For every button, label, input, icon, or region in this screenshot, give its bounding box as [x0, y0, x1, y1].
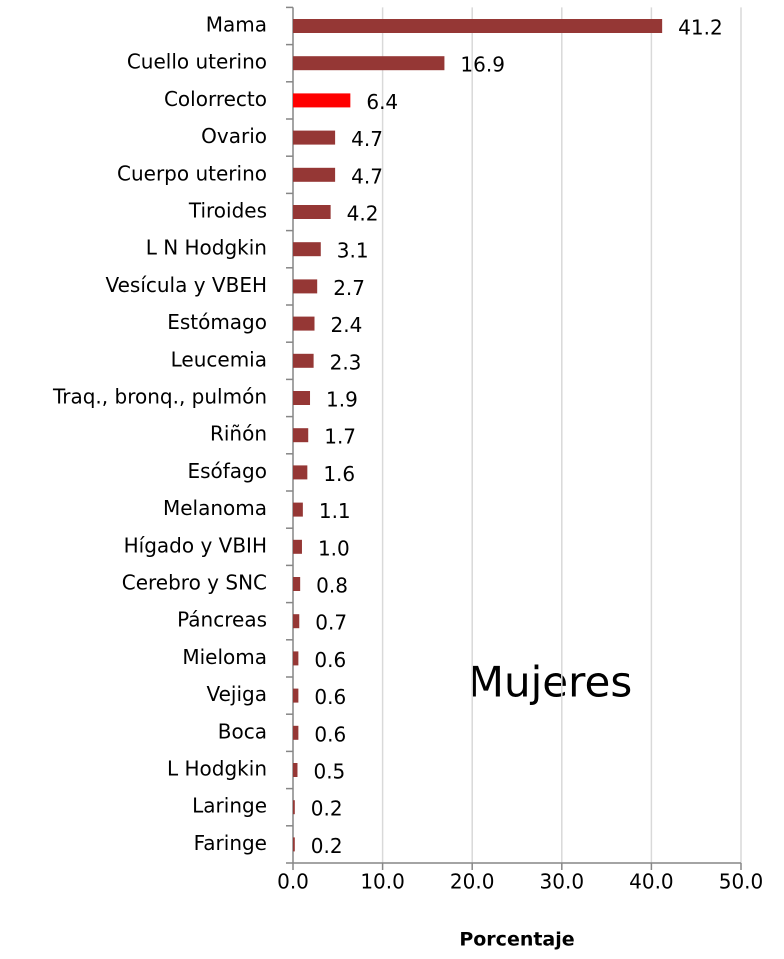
y-tick-label: Riñón: [210, 422, 267, 446]
value-label: 0.6: [314, 648, 346, 672]
bar: [293, 205, 331, 219]
y-tick-label: Laringe: [192, 794, 267, 818]
value-label: 2.7: [333, 276, 365, 300]
y-tick-label: Ovario: [201, 124, 267, 148]
x-tick-label: 50.0: [719, 870, 764, 894]
bar: [293, 279, 318, 294]
y-tick-label: Esófago: [187, 459, 267, 483]
y-tick-label: Traq., bronq., pulmón: [52, 385, 267, 409]
bar: [293, 19, 663, 33]
bar: [293, 465, 308, 480]
y-tick-label: Cuerpo uterino: [117, 161, 267, 185]
value-label: 16.9: [460, 53, 505, 77]
bar: [293, 391, 311, 405]
y-tick-label: Melanoma: [163, 496, 267, 520]
value-label: 0.5: [313, 760, 345, 784]
bar: [293, 688, 299, 703]
value-label: 4.7: [351, 164, 383, 188]
value-label: 3.1: [337, 239, 369, 263]
value-label: 1.6: [323, 462, 355, 486]
value-label: 0.2: [311, 834, 343, 858]
value-label: 1.0: [318, 536, 350, 560]
value-label: 0.7: [315, 611, 347, 635]
bar: [293, 130, 336, 145]
value-label: 1.1: [319, 499, 351, 523]
bar: [293, 651, 299, 666]
y-tick-label: Colorrecto: [164, 87, 267, 111]
bar: [293, 539, 302, 554]
bar: [293, 93, 351, 108]
value-label: 2.3: [330, 350, 362, 374]
value-label: 0.8: [316, 574, 348, 598]
y-tick-label: Estómago: [167, 310, 267, 334]
bar: [293, 577, 301, 591]
bar: [293, 614, 300, 629]
x-tick-label: 10.0: [360, 870, 405, 894]
annotation: Mujeres: [468, 658, 632, 707]
bar: [293, 428, 309, 443]
y-tick-label: Vejiga: [207, 682, 268, 706]
y-tick-label: Páncreas: [177, 608, 267, 632]
value-label: 41.2: [678, 16, 723, 40]
value-label: 4.2: [347, 202, 379, 226]
y-tick-label: Boca: [218, 719, 267, 743]
bar: [293, 353, 314, 368]
bar: [293, 242, 321, 257]
value-label: 1.7: [324, 425, 356, 449]
y-tick-label: Tiroides: [188, 199, 267, 223]
bar: [293, 56, 445, 71]
bar: [293, 167, 336, 182]
bar: [293, 316, 315, 331]
bar: [293, 800, 295, 815]
x-axis-title: Porcentaje: [459, 929, 574, 951]
x-tick-label: 30.0: [540, 870, 585, 894]
bar: [293, 837, 295, 852]
y-tick-label: Mieloma: [182, 645, 267, 669]
value-label: 0.6: [314, 722, 346, 746]
y-tick-label: Faringe: [194, 831, 267, 855]
x-tick-label: 40.0: [629, 870, 674, 894]
value-label: 6.4: [366, 90, 398, 114]
value-label: 1.9: [326, 388, 358, 412]
value-label: 2.4: [331, 313, 363, 337]
x-tick-label: 0.0: [277, 870, 309, 894]
y-tick-label: Hígado y VBIH: [124, 533, 267, 557]
y-tick-label: Cerebro y SNC: [122, 571, 267, 595]
bar: [293, 725, 299, 740]
value-label: 0.6: [314, 685, 346, 709]
y-tick-label: Leucemia: [171, 347, 267, 371]
x-tick-label: 20.0: [450, 870, 495, 894]
bar: [293, 763, 298, 777]
y-tick-label: Cuello uterino: [127, 50, 267, 74]
y-tick-label: L N Hodgkin: [146, 236, 267, 260]
value-label: 0.2: [311, 797, 343, 821]
bar: [293, 502, 303, 517]
y-tick-label: Vesícula y VBEH: [105, 273, 267, 297]
y-tick-label: Mama: [206, 13, 267, 37]
value-label: 4.7: [351, 127, 383, 151]
y-tick-label: L Hodgkin: [167, 757, 267, 781]
